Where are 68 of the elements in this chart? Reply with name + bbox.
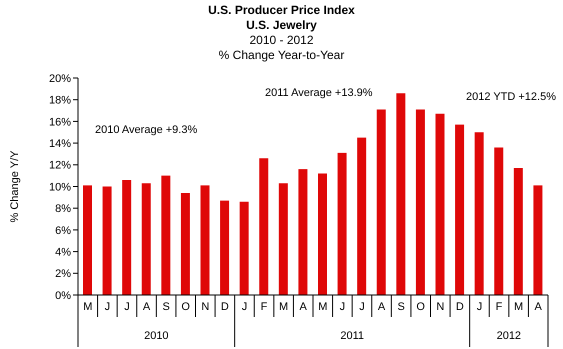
bar — [376, 109, 386, 295]
bar — [318, 173, 327, 295]
y-tick-label: 2% — [55, 268, 72, 280]
chart-title: U.S. Producer Price Index U.S. Jewelry — [207, 3, 356, 33]
x-tick-label: S — [397, 301, 405, 313]
bar — [200, 185, 210, 295]
bar — [455, 124, 464, 295]
x-tick-label: D — [456, 301, 464, 313]
bar — [474, 132, 484, 295]
bar — [357, 138, 366, 295]
y-tick-label: 6% — [55, 224, 72, 237]
bar — [298, 169, 308, 295]
text: 2010 — [144, 330, 169, 342]
bar — [416, 109, 425, 295]
bar — [161, 176, 170, 295]
x-tick-label: M — [83, 301, 92, 313]
y-tick-label: 10% — [48, 181, 72, 194]
x-tick-label: J — [104, 301, 110, 313]
bar — [240, 202, 249, 295]
bar — [533, 185, 542, 295]
y-tick-label: 14% — [48, 138, 72, 150]
annotation: 2010 Average +9.3% — [95, 124, 198, 136]
x-tick-label: J — [476, 301, 482, 313]
x-tick-label: M — [279, 301, 288, 313]
chart-subtitle: 2010 - 2012 % Change Year-to-Year — [218, 33, 346, 63]
x-tick-label: S — [162, 301, 170, 313]
bar — [220, 200, 230, 295]
bar — [494, 147, 504, 295]
y-tick-label: 0% — [55, 290, 72, 302]
bar — [338, 152, 347, 295]
x-tick-label: N — [436, 301, 444, 313]
y-axis-title: % Change Y/Y — [8, 150, 21, 222]
x-tick-label: O — [181, 301, 190, 313]
bar — [396, 93, 406, 295]
bar — [180, 193, 190, 295]
y-tick-label: 20% — [48, 72, 72, 85]
x-tick-label: A — [378, 301, 386, 313]
bar — [436, 114, 444, 295]
y-tick-label: 4% — [55, 246, 72, 259]
x-tick-label: O — [416, 301, 426, 313]
bar — [122, 180, 132, 295]
bar — [514, 168, 523, 295]
x-tick-label: A — [142, 301, 151, 313]
x-tick-label: D — [220, 301, 229, 313]
x-tick-label: N — [201, 301, 210, 313]
x-tick-label: A — [300, 301, 308, 313]
text: 2011 — [340, 330, 364, 342]
text: 2012 — [496, 330, 522, 342]
annotation: 2012 YTD +12.5% — [466, 91, 556, 103]
bar — [102, 186, 112, 295]
y-tick-label: 12% — [48, 160, 72, 172]
bar — [83, 185, 92, 295]
x-tick-label: A — [534, 301, 543, 313]
bar — [259, 158, 268, 295]
x-tick-label: M — [318, 301, 328, 313]
y-tick-label: 18% — [48, 94, 72, 107]
x-tick-label: J — [340, 301, 346, 313]
y-tick-label: 16% — [48, 116, 72, 128]
x-tick-label: F — [260, 301, 268, 313]
bar — [142, 183, 151, 295]
x-tick-label: J — [242, 301, 248, 313]
x-tick-label: J — [124, 301, 130, 313]
x-tick-label: J — [359, 301, 365, 313]
annotation: 2011 Average +13.9% — [265, 87, 373, 99]
bar — [278, 183, 288, 295]
y-tick-label: 8% — [55, 203, 72, 216]
x-tick-label: F — [496, 301, 503, 313]
x-tick-label: M — [514, 301, 524, 313]
